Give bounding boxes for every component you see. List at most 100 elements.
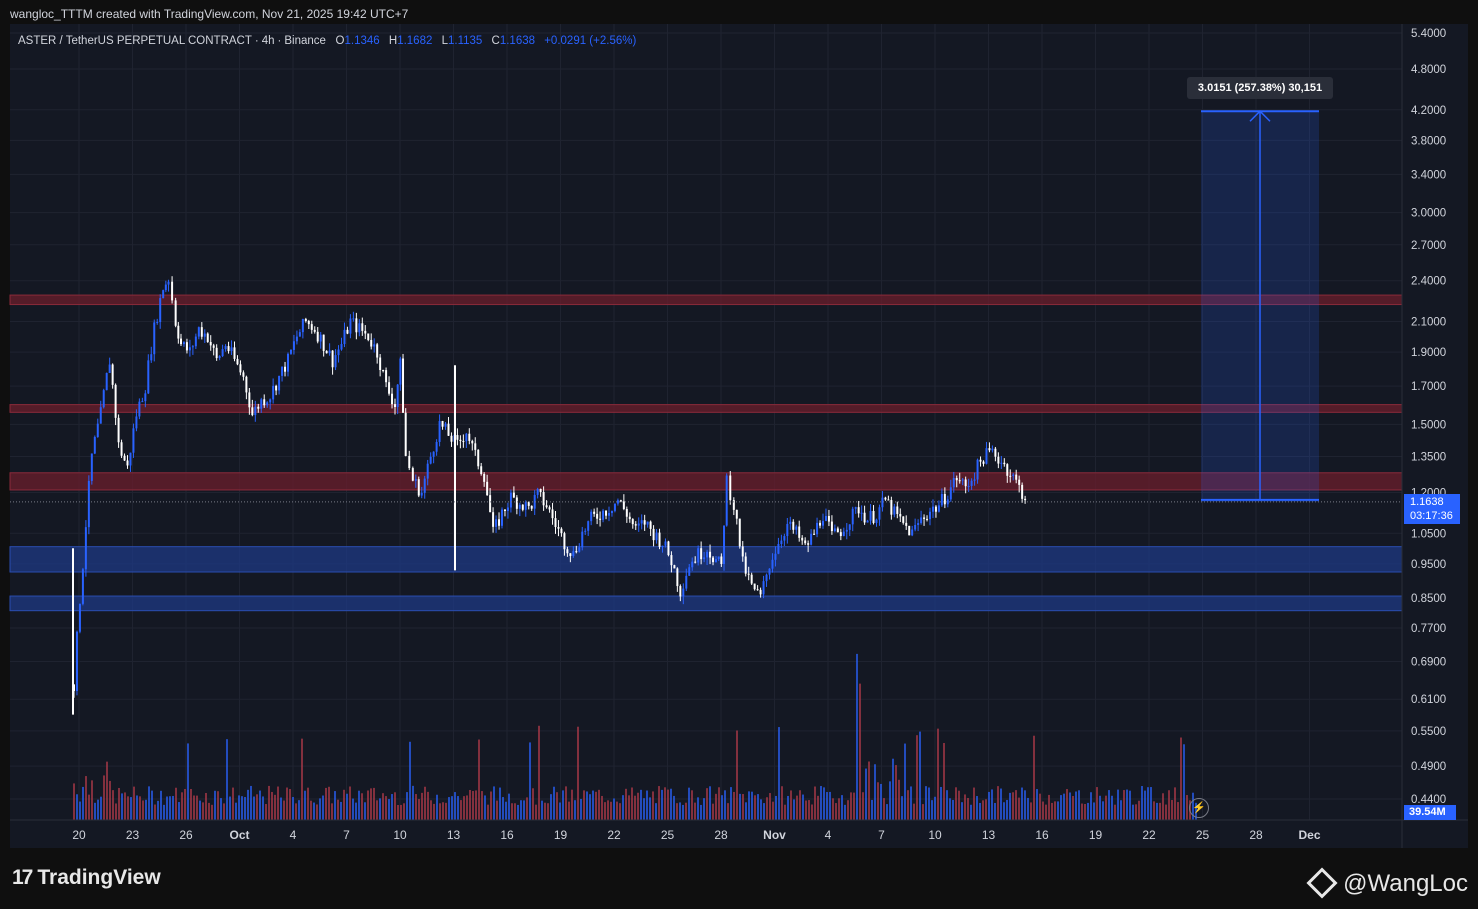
candle-body — [670, 555, 673, 566]
volume-bar — [580, 798, 582, 820]
candle-body — [563, 533, 566, 550]
volume-bar — [1177, 802, 1179, 820]
candle-body — [759, 589, 762, 595]
volume-bar — [907, 790, 909, 820]
candle-body — [462, 441, 465, 443]
candle-body — [599, 518, 602, 520]
candle-body — [162, 290, 165, 299]
candle-body — [830, 521, 833, 532]
symbol-name[interactable]: ASTER / TetherUS PERPETUAL CONTRACT — [18, 35, 252, 47]
volume-bar — [550, 794, 552, 820]
resistance-zone — [9, 472, 1403, 491]
candle-body — [725, 475, 728, 526]
volume-bar — [1057, 801, 1059, 820]
volume-bar — [943, 742, 945, 820]
volume-bar — [793, 799, 795, 820]
volume-bar — [436, 794, 438, 820]
volume-bar — [445, 802, 447, 820]
candle-body — [379, 357, 382, 371]
tradingview-logo[interactable]: 17 TradingView — [12, 866, 161, 890]
candle-body — [153, 322, 156, 355]
candle-body — [465, 433, 468, 442]
volume-bar — [553, 786, 555, 820]
candle-body — [171, 281, 174, 301]
binance-diamond-icon — [1306, 867, 1338, 899]
candle-body — [177, 325, 180, 339]
candle-body — [233, 347, 236, 359]
candle-body — [819, 522, 822, 526]
volume-bar — [928, 787, 930, 820]
candle-body — [801, 537, 804, 541]
volume-bar — [448, 797, 450, 820]
lightning-icon[interactable]: ⚡ — [1189, 798, 1209, 818]
volume-bar — [880, 783, 882, 820]
candle-body — [93, 436, 96, 454]
candle-body — [926, 518, 929, 520]
candle-body — [777, 543, 780, 554]
candle-body — [893, 506, 896, 515]
volume-bar — [727, 803, 729, 820]
volume-bar — [712, 803, 714, 820]
candle-body — [257, 406, 260, 409]
volume-bar — [322, 795, 324, 820]
candle-body — [423, 478, 426, 493]
candle-body — [394, 404, 396, 408]
volume-bar — [925, 786, 927, 820]
volume-bar — [487, 804, 489, 820]
price-tick-label: 2.1000 — [1411, 317, 1446, 329]
candle-body — [750, 574, 753, 584]
candle-body — [287, 353, 289, 372]
volume-bar — [343, 789, 345, 820]
change-value: +0.0291 (+2.56%) — [544, 35, 637, 47]
time-tick-label: 20 — [72, 828, 86, 842]
candle-body — [141, 401, 144, 403]
volume-bar — [823, 787, 825, 820]
volume-bar — [1021, 787, 1023, 820]
volume-bar — [73, 783, 75, 820]
volume-bar — [895, 765, 897, 820]
candle-body — [382, 370, 385, 372]
volume-bar — [826, 792, 828, 820]
volume-bar — [205, 792, 207, 820]
volume-bar — [286, 787, 288, 820]
volume-bar — [1054, 801, 1056, 820]
time-tick-label: 16 — [500, 828, 514, 842]
volume-bar — [1084, 803, 1086, 820]
volume-tag: 39.54M — [1404, 805, 1456, 820]
volume-bar — [361, 793, 363, 820]
candle-body — [655, 532, 658, 541]
volume-bar — [130, 797, 132, 820]
candle-body — [869, 510, 872, 521]
volume-bar — [397, 804, 399, 820]
volume-bar — [967, 797, 969, 820]
candle-body — [224, 346, 227, 350]
volume-bar — [376, 800, 378, 820]
candle-body — [292, 341, 295, 350]
candle-body — [649, 521, 652, 529]
candle-body — [203, 333, 206, 337]
candle-body — [402, 358, 405, 413]
volume-bar — [439, 803, 441, 820]
chart-area[interactable] — [10, 24, 1468, 848]
volume-bar — [934, 796, 936, 820]
candle-body — [890, 500, 893, 515]
volume-bar — [625, 788, 627, 820]
price-tick-label: 0.8500 — [1411, 593, 1446, 605]
volume-bar — [160, 790, 162, 820]
candle-body — [551, 509, 554, 519]
time-tick-label: Oct — [229, 828, 249, 842]
volume-bar — [904, 743, 906, 820]
interval[interactable]: 4h — [261, 35, 275, 47]
candle-body — [652, 528, 655, 541]
volume-bar — [280, 797, 282, 820]
volume-bar — [1075, 791, 1077, 820]
volume-bar — [325, 787, 327, 820]
volume-bar — [169, 796, 171, 820]
candle-body — [700, 548, 703, 560]
volume-bar — [535, 804, 537, 820]
candle-body — [215, 347, 218, 359]
volume-bar — [283, 800, 285, 820]
candle-body — [667, 541, 670, 556]
volume-bar — [595, 791, 597, 820]
